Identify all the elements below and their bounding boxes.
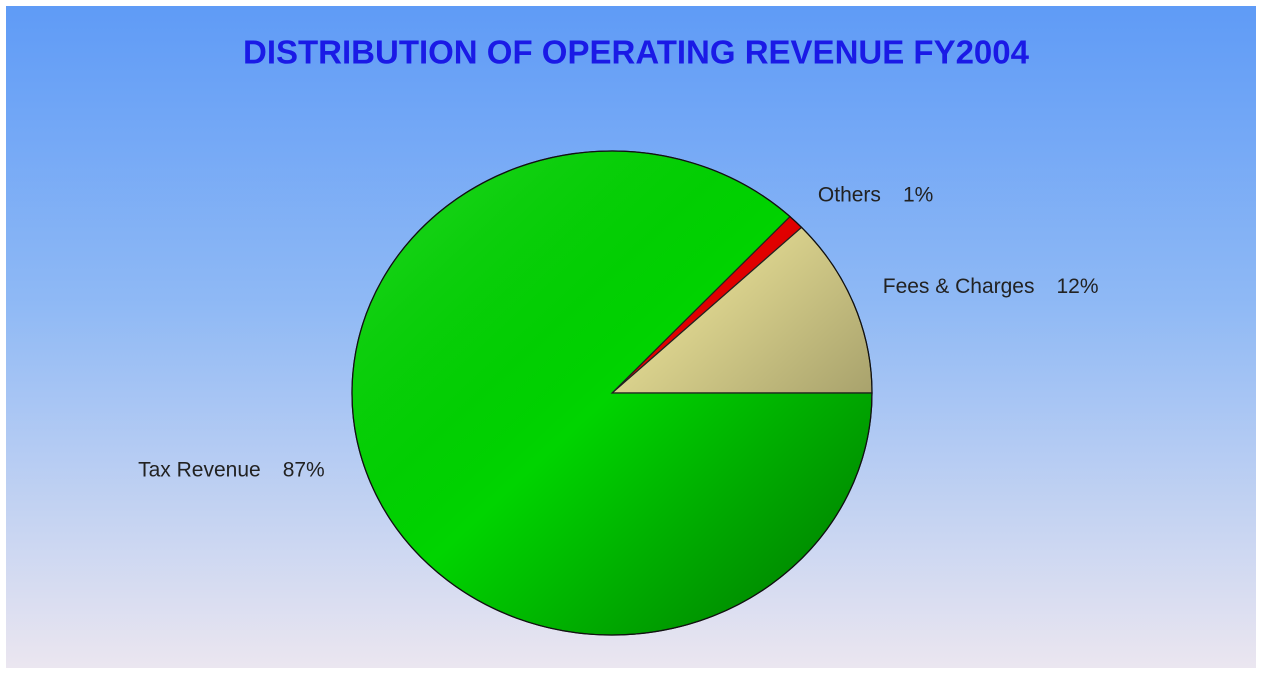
category-name: Others (818, 183, 881, 206)
category-name: Tax Revenue (138, 458, 261, 481)
value-label: 12% (1057, 275, 1099, 298)
data-label: Fees & Charges 12% (883, 275, 1099, 298)
chart-title: DISTRIBUTION OF OPERATING REVENUE FY2004 (243, 34, 1030, 71)
data-label: Others 1% (818, 183, 933, 206)
value-label: 1% (903, 183, 933, 206)
data-label: Tax Revenue 87% (138, 458, 325, 481)
category-name: Fees & Charges (883, 275, 1035, 298)
value-label: 87% (283, 458, 325, 481)
pie (351, 150, 873, 636)
